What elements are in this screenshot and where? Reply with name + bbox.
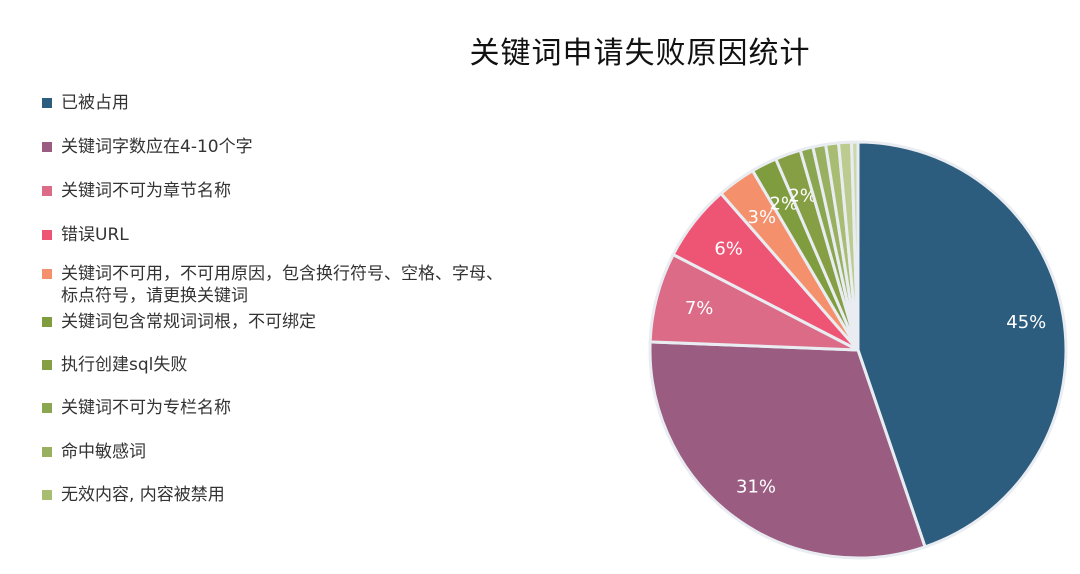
legend-item: 关键词不可用，不可用原因，包含换行符号、空格、字母、 标点符号，请更换关键词: [42, 263, 602, 307]
legend-item: 关键词包含常规词词根，不可绑定: [42, 311, 602, 333]
pie-slice-label: 31%: [736, 477, 776, 498]
legend-swatch: [42, 269, 52, 279]
legend-swatch: [42, 317, 52, 327]
legend-label: 执行创建sql失败: [61, 355, 188, 375]
pie-slice-label: 3%: [748, 207, 777, 228]
legend-label: 关键词不可用，不可用原因，包含换行符号、空格、字母、 标点符号，请更换关键词: [61, 264, 503, 306]
legend-label: 错误URL: [61, 225, 129, 245]
legend-label: 关键词不可为专栏名称: [61, 398, 231, 418]
pie-slice-label: 2%: [769, 193, 798, 214]
legend-swatch: [42, 360, 52, 370]
chart-title: 关键词申请失败原因统计: [469, 36, 811, 71]
legend-item: 命中敏感词: [42, 441, 602, 463]
pie-slice: [849, 140, 860, 351]
legend-swatch: [42, 447, 52, 457]
legend-item: 无效内容, 内容被禁用: [42, 484, 602, 506]
legend-label: 命中敏感词: [61, 442, 146, 462]
pie-slice: [856, 140, 1068, 549]
legend-label: 关键词包含常规词词根，不可绑定: [61, 312, 316, 332]
pie-slice-label: 6%: [714, 239, 743, 260]
pie-slice-label: 2%: [788, 185, 817, 206]
legend-swatch: [42, 98, 52, 108]
legend-swatch: [42, 490, 52, 500]
pie-slice: [648, 340, 927, 560]
pie-slice-label: 7%: [685, 298, 714, 319]
legend-label: 无效内容, 内容被禁用: [61, 485, 225, 505]
legend-swatch: [42, 142, 52, 152]
legend-item: 执行创建sql失败: [42, 354, 602, 376]
legend-label: 关键词不可为章节名称: [61, 181, 231, 201]
legend-swatch: [42, 186, 52, 196]
legend-item: 关键词不可为专栏名称: [42, 397, 602, 419]
legend-item: 关键词不可为章节名称: [42, 180, 602, 202]
legend-item: 关键词字数应在4-10个字: [42, 136, 602, 158]
legend-label: 关键词字数应在4-10个字: [61, 137, 253, 157]
legend-item: 错误URL: [42, 224, 602, 246]
pie-slice-label: 45%: [1006, 312, 1046, 333]
legend-swatch: [42, 403, 52, 413]
legend-swatch: [42, 230, 52, 240]
legend-item: 已被占用: [42, 92, 602, 114]
legend-label: 已被占用: [61, 93, 129, 113]
